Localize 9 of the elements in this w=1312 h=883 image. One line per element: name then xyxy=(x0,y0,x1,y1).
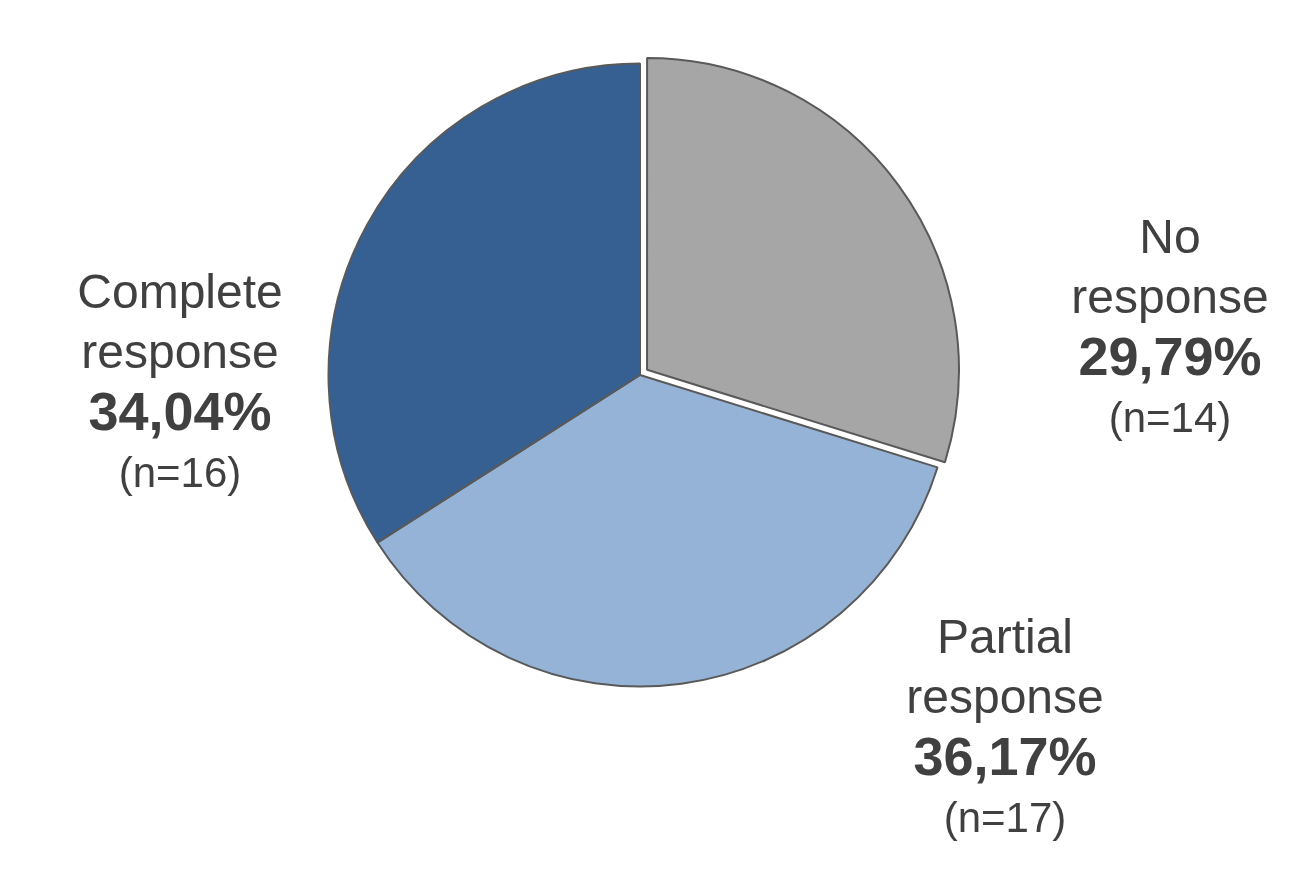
slice-label: Complete response xyxy=(77,265,283,379)
text: (n=14) xyxy=(1108,393,1232,441)
slice-label: Partial response xyxy=(906,610,1104,724)
text: (n=16) xyxy=(118,448,242,496)
data-label: 36,17% xyxy=(913,725,1097,786)
text: (n=17) xyxy=(943,793,1067,841)
data-label: 34,04% xyxy=(88,380,272,441)
slice-label: No response xyxy=(1071,210,1269,324)
data-label: 29,79% xyxy=(1078,325,1262,386)
